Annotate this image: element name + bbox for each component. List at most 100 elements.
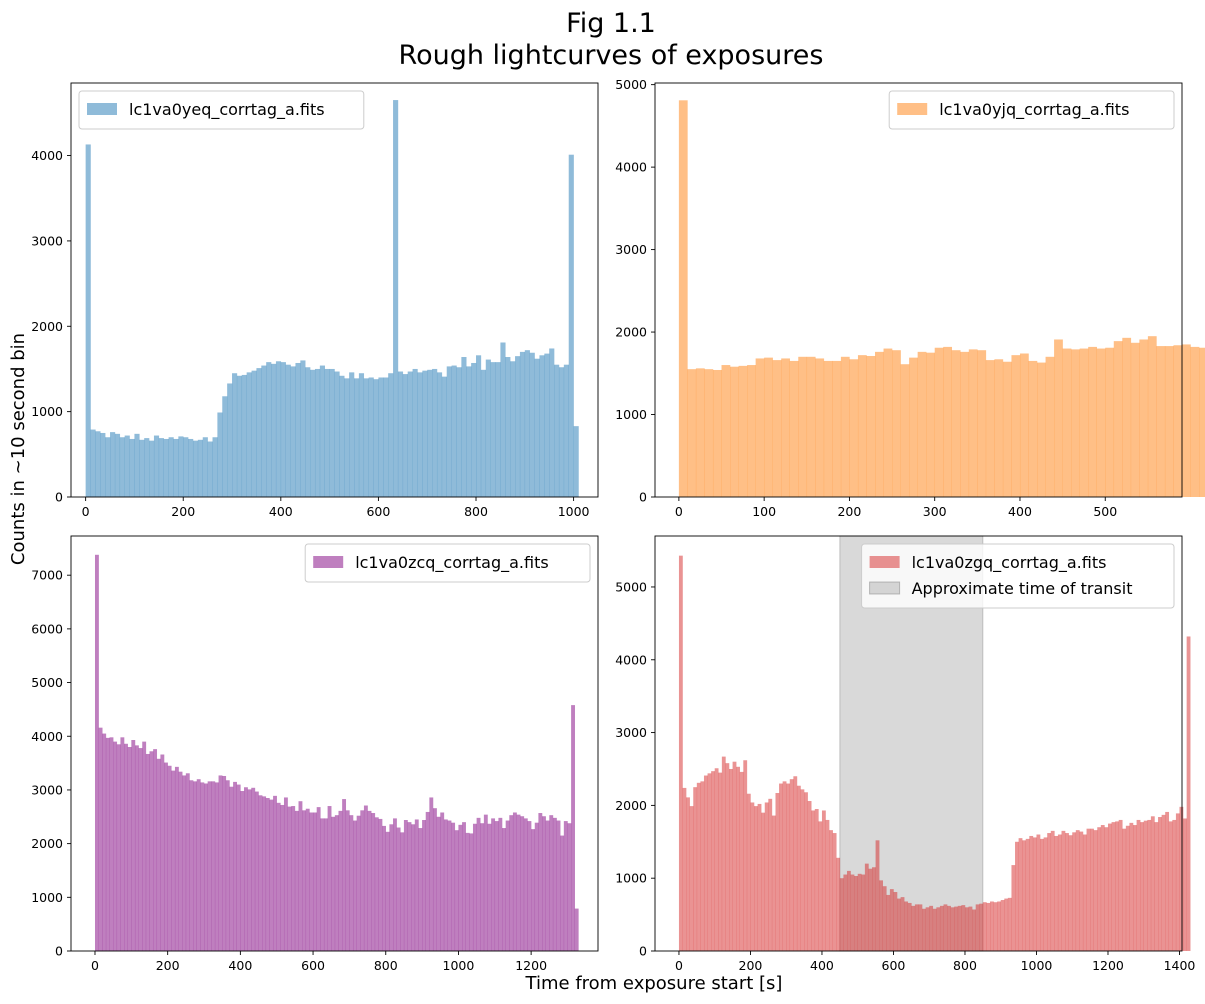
histogram-bar <box>1036 834 1041 951</box>
histogram-bar <box>174 766 179 951</box>
histogram-bar <box>411 824 416 951</box>
histogram-bar <box>1071 349 1080 497</box>
histogram-bar <box>446 366 452 497</box>
histogram-bar <box>1088 346 1097 497</box>
histogram-bar <box>265 797 270 951</box>
histogram-bar <box>879 880 883 951</box>
histogram-bar <box>936 907 941 951</box>
histogram-bar <box>1158 817 1162 951</box>
histogram-bar <box>793 776 798 951</box>
histogram-bar <box>1104 827 1109 951</box>
histogram-bar <box>94 554 99 951</box>
histogram-bar <box>1179 806 1184 951</box>
histogram-bar <box>236 784 241 951</box>
histogram-bar <box>85 144 91 498</box>
histogram-bar <box>900 897 905 951</box>
histogram-bar <box>138 748 143 951</box>
histogram-bar <box>807 801 812 951</box>
histogram-bar <box>554 364 560 497</box>
histogram-bar <box>907 902 912 951</box>
y-tick-label: 3000 <box>615 242 647 257</box>
histogram-bar <box>549 815 554 951</box>
histogram-bar <box>954 906 959 951</box>
histogram-bar <box>1147 819 1152 951</box>
histogram-bar <box>985 360 995 497</box>
histogram-bar <box>1105 347 1115 497</box>
histogram-bar <box>755 358 765 497</box>
histogram-bar <box>251 370 257 497</box>
histogram-bar <box>567 823 572 951</box>
histogram-bar <box>957 905 962 951</box>
histogram-bar <box>509 815 514 951</box>
histogram-bar <box>447 820 452 951</box>
histogram-bar <box>818 821 823 951</box>
y-tick-label: 1000 <box>31 890 63 905</box>
x-tick-label: 1200 <box>515 958 547 973</box>
histogram-bar <box>160 754 165 951</box>
histogram-bar <box>849 359 859 497</box>
histogram-bar <box>331 816 336 951</box>
histogram-bar <box>736 766 740 951</box>
histogram-bar <box>545 820 550 951</box>
histogram-bar <box>1096 348 1106 497</box>
histogram-bar <box>977 350 987 497</box>
histogram-bar <box>261 365 267 497</box>
histogram-bar <box>153 749 158 951</box>
histogram-bar <box>718 772 723 951</box>
histogram-bar <box>1082 834 1087 951</box>
histogram-bar <box>360 810 365 951</box>
x-tick-label: 1000 <box>558 504 590 519</box>
histogram-bar <box>246 372 252 497</box>
histogram-bar <box>451 365 457 497</box>
histogram-bar <box>164 762 168 951</box>
y-tick-label: 1000 <box>615 407 647 422</box>
histogram-bar <box>531 829 536 951</box>
y-tick-label: 1000 <box>31 404 63 419</box>
histogram-bar <box>1136 819 1141 951</box>
histogram-bar <box>461 357 467 497</box>
histogram-bar <box>500 342 506 497</box>
histogram-bar <box>178 436 184 497</box>
histogram-bar <box>1122 337 1132 497</box>
histogram-bar <box>1079 348 1089 497</box>
histogram-bar <box>1011 865 1016 951</box>
histogram-bar <box>227 383 233 497</box>
histogram-bar <box>515 356 521 497</box>
histogram-bar <box>378 818 383 951</box>
x-tick-label: 200 <box>739 958 763 973</box>
x-tick-label: 800 <box>953 958 977 973</box>
histogram-bar <box>466 366 472 497</box>
histogram-bar <box>483 814 488 951</box>
histogram-bar <box>839 878 844 951</box>
histogram-bar <box>1186 636 1191 951</box>
histogram-bar <box>750 802 755 951</box>
histogram-bar <box>979 903 984 951</box>
histogram-bar <box>167 765 172 951</box>
panel-top-right: 0 100 200 300 400 500010002000300040005000lc1… <box>615 77 1205 519</box>
histogram-bar <box>911 905 916 951</box>
histogram-bar <box>353 820 357 951</box>
histogram-bar <box>1165 811 1170 951</box>
histogram-bar <box>291 806 296 951</box>
x-tick-label: 300 <box>923 504 947 519</box>
histogram-bar <box>939 905 944 951</box>
histogram-bar <box>193 781 198 951</box>
histogram-bar <box>512 812 517 951</box>
histogram-bar <box>388 373 394 497</box>
histogram-bar <box>145 753 150 951</box>
histogram-bar <box>310 369 316 497</box>
histogram-bar <box>407 822 412 951</box>
x-tick-label: 500 <box>1093 504 1117 519</box>
histogram-bar <box>1047 833 1052 951</box>
histogram-bar <box>178 771 183 951</box>
histogram-bar <box>811 810 816 951</box>
histogram-bar <box>832 360 842 497</box>
histogram-bar <box>1097 827 1102 951</box>
histogram-bar <box>689 806 694 951</box>
histogram-bar <box>189 780 194 951</box>
histogram-bar <box>356 815 361 951</box>
histogram-bar <box>120 737 125 951</box>
histogram-bar <box>1079 831 1084 951</box>
histogram-bar <box>829 830 833 951</box>
histogram-bar <box>1125 825 1130 951</box>
